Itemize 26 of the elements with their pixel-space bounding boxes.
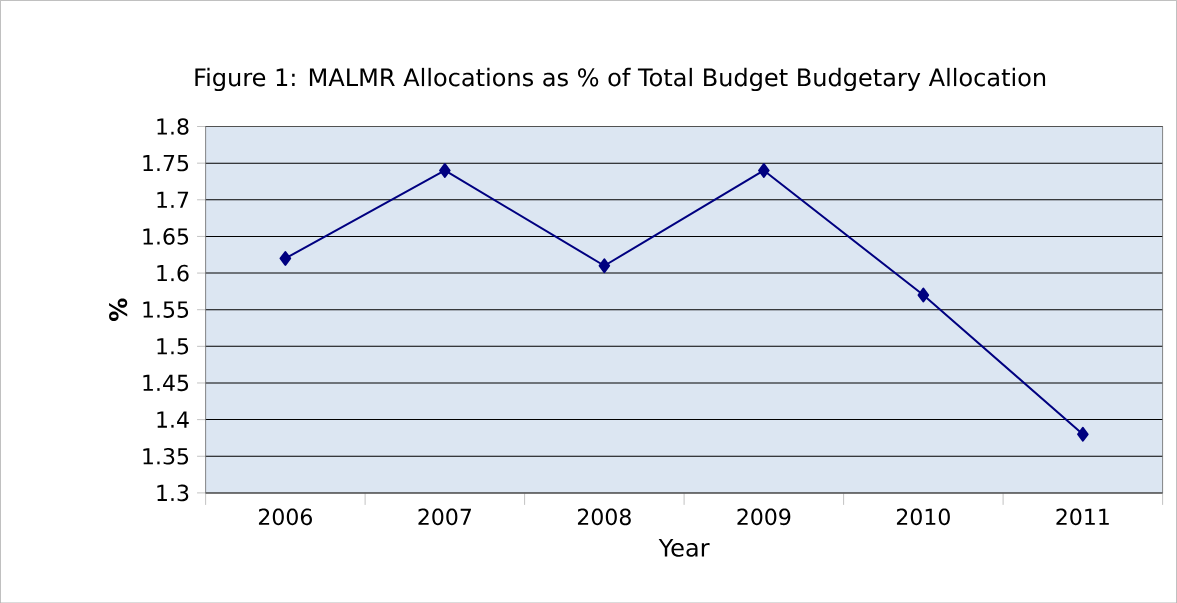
point [439, 162, 451, 178]
y-tick-label: 1.35 [143, 447, 189, 465]
y-axis-title: % [109, 298, 128, 321]
point [598, 258, 611, 273]
x-axis-title: Year [658, 538, 710, 557]
x-tick-label: 2006 [258, 508, 312, 525]
x-tick-label: 2010 [896, 508, 950, 525]
point [917, 287, 930, 303]
y-tick-label: 1.5 [157, 337, 189, 355]
y-tick-label: 1.6 [157, 264, 189, 282]
y-tick-label: 1.7 [157, 191, 189, 208]
y-tick-label: 1.3 [157, 484, 189, 502]
point [279, 250, 292, 266]
y-tick-label: 1.65 [143, 227, 189, 245]
point [758, 162, 770, 178]
x-tick-label: 2008 [577, 508, 631, 525]
y-tick-label: 1.8 [157, 118, 189, 135]
y-tick-label: 1.75 [143, 154, 189, 172]
chart-title: Figure 1: MALMR Allocations as % of Total Budget Budgetary Allocation [195, 67, 1046, 91]
x-tick-label: 2009 [737, 508, 791, 525]
y-tick-label: 1.45 [143, 374, 189, 391]
x-tick-label: 2007 [418, 508, 471, 525]
y-tick-label: 1.55 [143, 301, 189, 318]
point [1077, 426, 1089, 442]
x-tick-label: 2011 [1056, 508, 1109, 525]
y-tick-label: 1.4 [157, 411, 189, 428]
